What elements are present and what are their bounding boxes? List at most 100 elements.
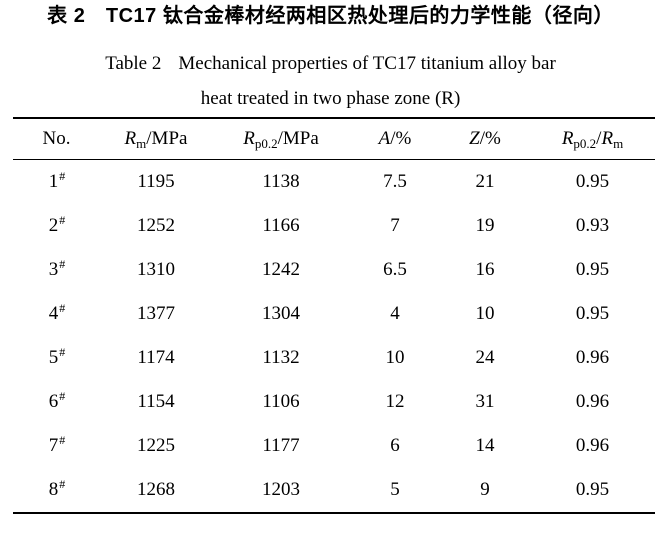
cell-a: 5 — [390, 479, 400, 500]
header-row: No. Rm/MPa Rp0.2/MPa A/% Z/% Rp0.2/Rm — [13, 118, 655, 160]
table-row: 1# 1195 1138 7.5 21 0.95 — [13, 160, 655, 205]
sample-number: 7 — [48, 435, 59, 456]
cell-a: 6.5 — [383, 259, 407, 280]
cell-rm: 1310 — [137, 259, 175, 280]
cell-ratio: 0.96 — [575, 435, 610, 456]
cell-rp02: 1242 — [262, 259, 300, 280]
ratio-subscript-1: p0.2 — [573, 136, 597, 151]
col-header-rp02: Rp0.2/MPa — [212, 118, 350, 160]
sample-number-mark: # — [59, 477, 66, 491]
sample-number: 4 — [48, 303, 59, 324]
cell-no: 4# — [13, 292, 100, 336]
cell-no: 8# — [13, 468, 100, 513]
cell-z: 21 — [475, 171, 495, 192]
cell-no: 5# — [13, 336, 100, 380]
cell-no: 1# — [13, 160, 100, 205]
cell-rm: 1195 — [137, 171, 175, 192]
ratio-symbol-2: R — [601, 128, 614, 149]
table-header: No. Rm/MPa Rp0.2/MPa A/% Z/% Rp0.2/Rm — [13, 118, 655, 160]
cell-a: 7.5 — [383, 171, 407, 192]
sample-number-mark: # — [59, 345, 66, 359]
cell-z: 19 — [475, 215, 495, 236]
table-row: 7# 1225 1177 6 14 0.96 — [13, 424, 655, 468]
rm-unit: /MPa — [146, 128, 188, 149]
rp02-subscript: p0.2 — [254, 136, 278, 151]
table-row: 2# 1252 1166 7 19 0.93 — [13, 204, 655, 248]
rm-subscript: m — [136, 136, 147, 151]
sample-number-mark: # — [59, 213, 66, 227]
col-header-no: No. — [13, 118, 100, 160]
cell-z: 24 — [475, 347, 495, 368]
cell-z: 16 — [475, 259, 495, 280]
cell-rp02: 1166 — [262, 215, 300, 236]
sample-number-mark: # — [59, 301, 66, 315]
table-title-english-line2: heat treated in two phase zone (R) — [200, 88, 461, 109]
cell-rm: 1154 — [137, 391, 175, 412]
table-row: 8# 1268 1203 5 9 0.95 — [13, 468, 655, 513]
cell-z: 10 — [475, 303, 495, 324]
table-title-english-line1: Table 2 Mechanical properties of TC17 tit… — [0, 52, 661, 76]
ratio-slash: / — [596, 128, 602, 149]
cell-z: 9 — [480, 479, 490, 500]
cell-ratio: 0.95 — [575, 479, 610, 500]
a-symbol: A — [378, 128, 391, 149]
cell-ratio: 0.95 — [575, 171, 610, 192]
sample-number: 3 — [48, 259, 59, 280]
col-header-no-label: No. — [42, 128, 71, 149]
table-body: 1# 1195 1138 7.5 21 0.95 2# 1252 1166 7 … — [13, 160, 655, 514]
cell-ratio: 0.96 — [575, 347, 610, 368]
z-symbol: Z — [469, 128, 480, 149]
cell-no: 3# — [13, 248, 100, 292]
table-row: 3# 1310 1242 6.5 16 0.95 — [13, 248, 655, 292]
sample-number: 8 — [48, 479, 59, 500]
rp02-symbol: R — [243, 128, 255, 149]
table-title-chinese: 表 2 TC17 钛合金棒材经两相区热处理后的力学性能（径向） — [47, 5, 614, 27]
cell-rp02: 1132 — [262, 347, 300, 368]
sample-number-mark: # — [59, 389, 66, 403]
a-unit: /% — [390, 128, 412, 149]
table-number-label: Table 2 — [105, 53, 162, 74]
mechanical-properties-table: No. Rm/MPa Rp0.2/MPa A/% Z/% Rp0.2/Rm 1#… — [13, 117, 655, 514]
col-header-rm: Rm/MPa — [100, 118, 212, 160]
col-header-ratio: Rp0.2/Rm — [530, 118, 655, 160]
table-row: 6# 1154 1106 12 31 0.96 — [13, 380, 655, 424]
cell-a: 10 — [385, 347, 405, 368]
sample-number: 1 — [48, 171, 59, 192]
col-header-a: A/% — [350, 118, 440, 160]
cell-a: 4 — [390, 303, 400, 324]
table-title-english-text: Mechanical properties of TC17 titanium a… — [178, 53, 556, 74]
cell-ratio: 0.95 — [575, 259, 610, 280]
ratio-symbol-1: R — [561, 128, 574, 149]
cell-rm: 1174 — [137, 347, 175, 368]
cell-z: 14 — [475, 435, 495, 456]
ratio-subscript-2: m — [613, 136, 624, 151]
cell-rm: 1268 — [137, 479, 175, 500]
sample-number-mark: # — [59, 257, 66, 271]
sample-number-mark: # — [59, 433, 66, 447]
cell-rp02: 1304 — [262, 303, 300, 324]
cell-rp02: 1177 — [262, 435, 300, 456]
cell-ratio: 0.95 — [575, 303, 610, 324]
sample-number: 2 — [48, 215, 59, 236]
rm-symbol: R — [124, 128, 137, 149]
cell-rp02: 1106 — [262, 391, 300, 412]
cell-rm: 1225 — [137, 435, 175, 456]
cell-rm: 1252 — [137, 215, 175, 236]
col-header-z: Z/% — [440, 118, 530, 160]
sample-number: 6 — [48, 391, 59, 412]
sample-number-mark: # — [59, 169, 66, 183]
cell-a: 7 — [390, 215, 400, 236]
cell-rp02: 1203 — [262, 479, 300, 500]
cell-ratio: 0.93 — [575, 215, 610, 236]
cell-a: 12 — [385, 391, 405, 412]
cell-no: 7# — [13, 424, 100, 468]
rp02-unit: /MPa — [277, 128, 319, 149]
cell-rp02: 1138 — [262, 171, 300, 192]
table-row: 4# 1377 1304 4 10 0.95 — [13, 292, 655, 336]
cell-z: 31 — [475, 391, 495, 412]
cell-no: 6# — [13, 380, 100, 424]
sample-number: 5 — [48, 347, 59, 368]
z-unit: /% — [479, 128, 501, 149]
cell-no: 2# — [13, 204, 100, 248]
